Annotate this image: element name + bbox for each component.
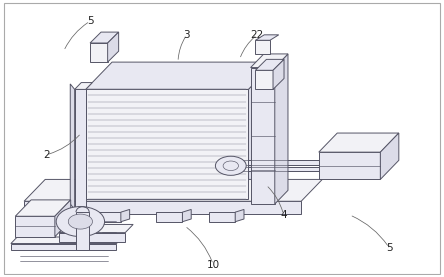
Polygon shape: [90, 43, 107, 62]
Polygon shape: [255, 40, 270, 54]
Polygon shape: [70, 84, 75, 209]
Polygon shape: [59, 224, 133, 233]
Polygon shape: [15, 200, 71, 216]
Polygon shape: [24, 201, 301, 214]
Polygon shape: [76, 212, 89, 250]
Polygon shape: [235, 209, 244, 222]
Polygon shape: [255, 70, 273, 89]
Circle shape: [56, 207, 105, 237]
Polygon shape: [255, 59, 284, 70]
Polygon shape: [275, 54, 288, 204]
Polygon shape: [250, 68, 275, 204]
Polygon shape: [381, 133, 399, 179]
Polygon shape: [11, 237, 123, 243]
Polygon shape: [209, 212, 235, 222]
Text: 2: 2: [43, 150, 49, 160]
Text: 5: 5: [87, 16, 93, 26]
Polygon shape: [156, 212, 182, 222]
Text: 22: 22: [250, 30, 264, 40]
Polygon shape: [15, 216, 55, 237]
Text: 10: 10: [206, 260, 220, 270]
Polygon shape: [255, 35, 279, 40]
Polygon shape: [182, 209, 191, 222]
Text: 4: 4: [280, 210, 287, 220]
Polygon shape: [24, 179, 322, 201]
Circle shape: [215, 156, 246, 175]
Polygon shape: [59, 233, 125, 242]
Polygon shape: [86, 89, 248, 199]
Polygon shape: [95, 212, 121, 222]
Text: 5: 5: [386, 243, 392, 253]
Polygon shape: [90, 32, 119, 43]
Polygon shape: [319, 133, 399, 152]
Polygon shape: [240, 167, 319, 171]
Polygon shape: [55, 200, 71, 237]
Polygon shape: [248, 62, 275, 199]
Polygon shape: [240, 160, 319, 165]
Polygon shape: [11, 243, 116, 250]
Polygon shape: [273, 59, 284, 89]
Polygon shape: [75, 89, 86, 209]
Text: 3: 3: [183, 30, 190, 40]
Polygon shape: [250, 54, 288, 68]
Polygon shape: [319, 152, 381, 179]
Polygon shape: [121, 209, 130, 222]
Circle shape: [68, 214, 92, 229]
Polygon shape: [75, 83, 92, 89]
Polygon shape: [107, 32, 119, 62]
Polygon shape: [86, 62, 275, 89]
